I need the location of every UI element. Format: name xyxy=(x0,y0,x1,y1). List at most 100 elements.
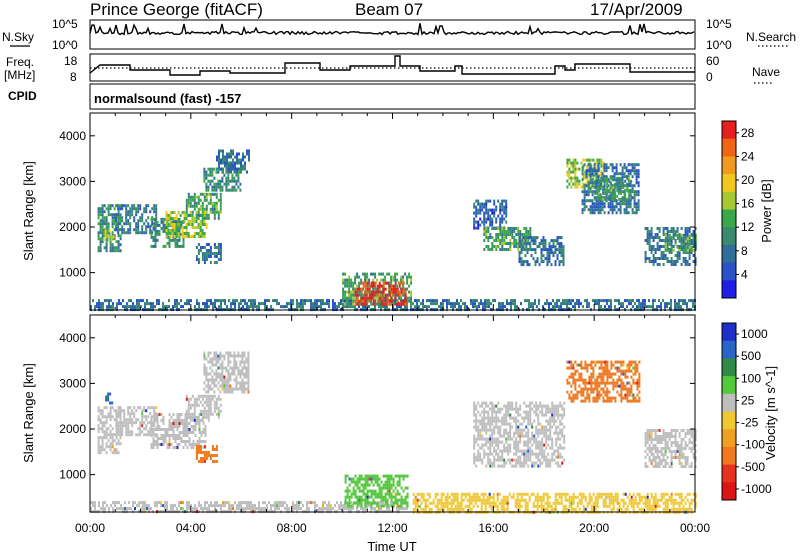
data-cell xyxy=(177,235,180,238)
data-cell xyxy=(672,248,675,252)
data-cell xyxy=(382,305,384,309)
data-cell xyxy=(688,299,690,303)
data-cell xyxy=(584,176,587,180)
data-cell xyxy=(152,302,154,306)
data-cell xyxy=(412,492,415,496)
data-cell xyxy=(598,302,600,306)
data-cell xyxy=(495,233,498,236)
data-cell xyxy=(162,443,165,446)
data-cell xyxy=(119,421,122,425)
data-cell xyxy=(666,305,668,309)
data-cell xyxy=(686,230,689,233)
data-cell xyxy=(231,188,234,192)
data-cell xyxy=(182,507,184,511)
data-cell xyxy=(570,161,573,165)
data-cell xyxy=(480,501,483,505)
data-cell xyxy=(131,418,134,422)
data-cell xyxy=(292,504,294,508)
data-cell xyxy=(211,179,214,183)
data-cell xyxy=(127,424,130,428)
data-cell xyxy=(203,179,206,183)
data-cell xyxy=(127,433,130,437)
data-cell xyxy=(232,167,234,171)
data-cell xyxy=(344,504,346,508)
data-cell xyxy=(172,425,175,428)
data-cell xyxy=(694,239,697,243)
data-cell xyxy=(530,302,532,306)
data-cell xyxy=(452,305,454,309)
data-cell xyxy=(350,296,353,300)
data-cell xyxy=(133,415,136,419)
data-cell xyxy=(560,492,563,496)
data-cell xyxy=(227,384,230,388)
data-cell xyxy=(186,422,189,425)
data-cell xyxy=(538,504,541,508)
data-cell xyxy=(368,299,371,303)
data-cell xyxy=(211,167,214,171)
data-cell xyxy=(166,226,169,230)
data-cell xyxy=(225,387,228,391)
data-cell xyxy=(666,248,669,252)
data-cell xyxy=(492,498,495,502)
data-cell xyxy=(198,504,200,508)
data-cell xyxy=(109,249,112,253)
data-cell xyxy=(205,409,208,413)
data-cell xyxy=(111,243,114,247)
data-cell xyxy=(529,230,532,233)
data-cell xyxy=(635,205,638,209)
data-cell xyxy=(183,214,186,217)
data-cell xyxy=(542,239,545,243)
data-cell xyxy=(215,252,218,255)
data-cell xyxy=(145,225,148,229)
data-cell xyxy=(223,366,226,370)
data-cell xyxy=(446,495,449,499)
data-cell xyxy=(352,290,355,294)
data-cell xyxy=(145,210,148,214)
data-cell xyxy=(487,236,490,239)
data-cell xyxy=(640,507,643,511)
data-cell xyxy=(625,205,628,209)
data-cell xyxy=(190,425,193,428)
data-cell xyxy=(520,242,523,246)
data-cell xyxy=(637,172,640,176)
data-cell xyxy=(182,434,185,437)
data-cell xyxy=(489,233,492,236)
data-cell xyxy=(454,498,457,502)
data-cell xyxy=(404,293,407,297)
data-cell xyxy=(356,302,359,306)
data-cell xyxy=(513,227,516,230)
data-cell xyxy=(196,443,199,446)
data-cell xyxy=(612,197,615,201)
data-cell xyxy=(587,163,590,167)
data-cell xyxy=(652,254,655,257)
data-cell xyxy=(602,501,605,505)
data-cell xyxy=(450,501,453,505)
data-cell xyxy=(596,161,599,165)
data-cell xyxy=(470,501,473,505)
data-cell xyxy=(340,302,342,306)
data-cell xyxy=(630,188,633,192)
data-cell xyxy=(593,211,596,215)
data-cell xyxy=(154,226,157,230)
data-cell xyxy=(692,239,695,243)
data-cell xyxy=(218,164,220,168)
data-cell xyxy=(230,167,232,171)
data-cell xyxy=(507,233,510,236)
data-cell xyxy=(220,167,222,171)
data-cell xyxy=(202,440,205,443)
data-cell xyxy=(97,409,100,413)
data-cell xyxy=(692,492,695,496)
data-cell xyxy=(213,381,216,385)
data-cell xyxy=(652,498,655,502)
data-cell xyxy=(587,193,590,197)
data-cell xyxy=(505,214,508,218)
data-cell xyxy=(550,248,553,252)
data-cell xyxy=(137,225,140,229)
data-cell xyxy=(508,492,511,496)
data-cell xyxy=(117,451,120,455)
data-cell xyxy=(193,400,196,404)
data-cell xyxy=(484,501,487,505)
data-cell xyxy=(460,305,462,309)
data-cell xyxy=(216,167,218,171)
